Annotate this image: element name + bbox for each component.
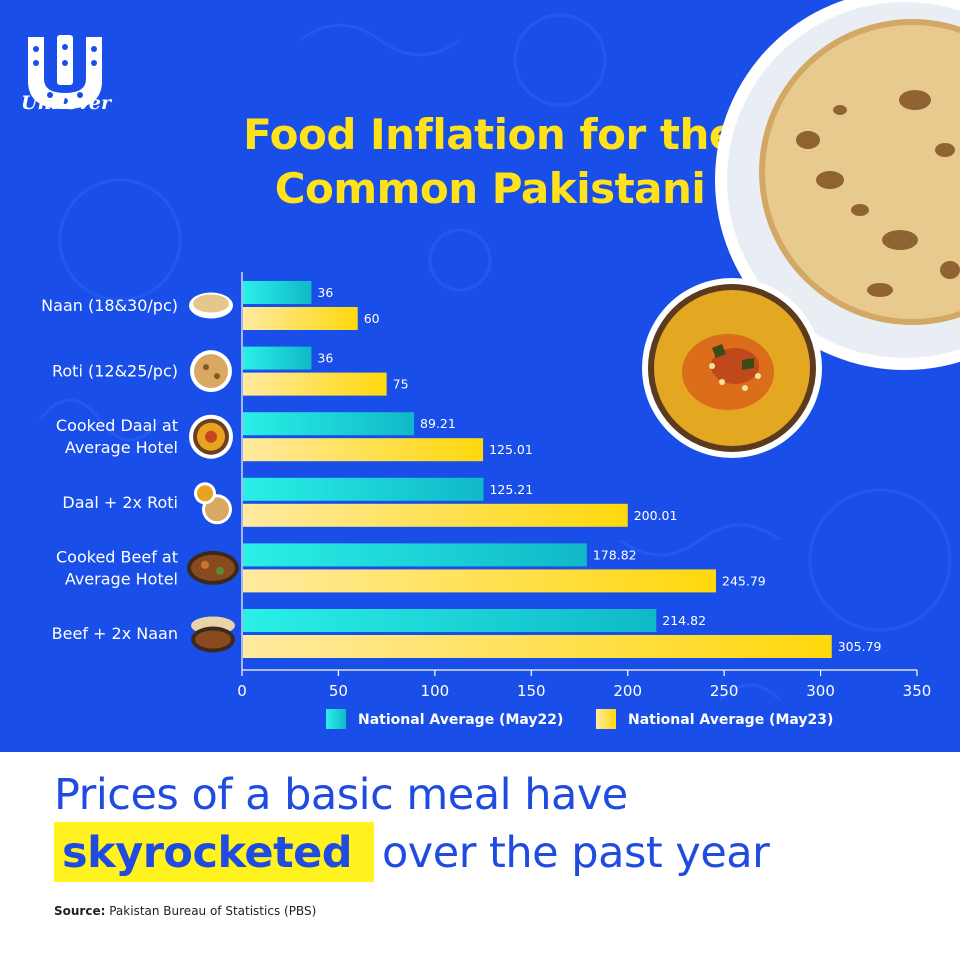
data-label-may23-2: 125.01 — [489, 442, 533, 457]
bar-may23-1 — [243, 372, 387, 396]
data-label-may22-1: 36 — [317, 351, 333, 366]
data-label-may22-0: 36 — [317, 285, 333, 300]
headline-highlight-word: skyrocketed — [62, 828, 353, 878]
data-label-may23-5: 305.79 — [838, 639, 882, 654]
bar-may22-1 — [243, 346, 312, 370]
bar-may23-3 — [243, 503, 628, 527]
source-label: Source: — [54, 904, 106, 918]
bar-may23-5 — [243, 635, 832, 658]
roti-icon — [190, 350, 232, 393]
naan-icon — [189, 292, 233, 319]
source-note: Source: Pakistan Bureau of Statistics (P… — [54, 904, 316, 918]
x-tick-label-0: 0 — [237, 682, 247, 700]
unilever-logo — [28, 35, 102, 109]
data-label-may22-4: 178.82 — [593, 547, 637, 562]
legend-swatch-may22 — [326, 709, 346, 729]
x-tick-label-5: 250 — [710, 682, 739, 700]
bar-may22-0 — [243, 281, 312, 304]
category-label-2: Cooked Daal at — [56, 416, 178, 435]
x-tick-label-3: 150 — [517, 682, 546, 700]
x-tick-label-1: 50 — [329, 682, 348, 700]
x-tick-label-2: 100 — [421, 682, 450, 700]
title-line-1: Food Inflation for the — [243, 110, 737, 159]
x-tick-label-6: 300 — [806, 682, 835, 700]
category-label-5: Beef + 2x Naan — [52, 624, 178, 643]
data-label-may23-1: 75 — [393, 377, 409, 392]
legend-swatch-may23 — [596, 709, 616, 729]
data-label-may23-3: 200.01 — [634, 508, 678, 523]
bar-chart: Naan (18&30/pc) Roti (12&25/pc) Cooked Daa… — [41, 0, 960, 729]
data-label-may22-5: 214.82 — [662, 613, 706, 628]
beef-pan-icon — [187, 550, 239, 585]
category-label-1: Roti (12&25/pc) — [52, 362, 178, 381]
headline-line-2: over the past year — [382, 828, 770, 878]
daal-roti-icon — [194, 482, 232, 525]
bar-may22-5 — [243, 609, 657, 632]
category-label-4: Cooked Beef at — [56, 547, 178, 566]
x-tick-label-4: 200 — [613, 682, 642, 700]
beef-naan-icon — [191, 616, 235, 653]
title-line-2: Common Pakistani — [274, 164, 706, 213]
headline-line-1: Prices of a basic meal have — [54, 770, 628, 820]
category-label-2: Average Hotel — [65, 438, 178, 457]
category-label-4: Average Hotel — [65, 569, 178, 588]
chart-panel: Unilever Food Inflation for the Common P… — [0, 0, 960, 752]
bar-may22-3 — [243, 477, 484, 501]
background-pattern — [38, 13, 952, 702]
category-label-0: Naan (18&30/pc) — [41, 296, 178, 315]
bar-may23-2 — [243, 438, 484, 462]
legend: National Average (May22) National Averag… — [326, 709, 833, 729]
x-tick-label-7: 350 — [903, 682, 932, 700]
daal-bowl-icon — [189, 414, 233, 459]
bottom-banner: Prices of a basic meal have skyrocketed … — [0, 752, 960, 960]
bar-may23-0 — [243, 307, 358, 330]
data-label-may22-3: 125.21 — [489, 482, 533, 497]
daal-bowl-image — [642, 278, 822, 458]
data-label-may23-4: 245.79 — [722, 573, 766, 588]
bar-may22-2 — [243, 412, 415, 436]
category-label-3: Daal + 2x Roti — [62, 493, 178, 512]
data-label-may23-0: 60 — [364, 311, 380, 326]
bar-may23-4 — [243, 569, 717, 593]
bar-may22-4 — [243, 543, 587, 567]
source-text: Pakistan Bureau of Statistics (PBS) — [109, 904, 317, 918]
data-label-may22-2: 89.21 — [420, 416, 456, 431]
legend-label-may22: National Average (May22) — [358, 712, 563, 728]
brand-name: Unilever — [20, 92, 112, 114]
legend-label-may23: National Average (May23) — [628, 712, 833, 728]
headline-highlight-box — [54, 822, 374, 882]
chart-title: Food Inflation for the Common Pakistani — [160, 108, 820, 216]
roti-plate-image — [715, 0, 960, 370]
